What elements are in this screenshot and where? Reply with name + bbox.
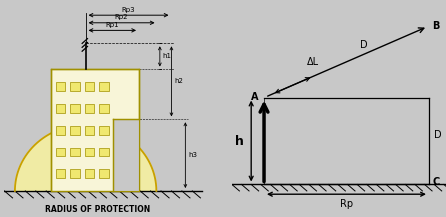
Bar [99, 169, 109, 178]
Text: D: D [360, 40, 368, 50]
Bar [70, 126, 80, 135]
Bar [85, 82, 94, 91]
Bar [99, 148, 109, 156]
Text: h1: h1 [163, 53, 172, 59]
Bar [56, 104, 65, 113]
Text: D: D [434, 130, 442, 140]
Text: Rp2: Rp2 [115, 14, 128, 20]
Bar [85, 126, 94, 135]
Bar [56, 169, 65, 178]
Bar [85, 148, 94, 156]
Text: Rp3: Rp3 [122, 7, 135, 13]
Bar [70, 148, 80, 156]
Bar [99, 126, 109, 135]
Text: Rp: Rp [340, 199, 353, 209]
Text: h: h [235, 135, 244, 148]
Bar [70, 169, 80, 178]
Text: B: B [432, 21, 439, 31]
Bar [56, 82, 65, 91]
Bar [113, 119, 139, 191]
Text: Rp1: Rp1 [106, 22, 119, 28]
Bar [85, 104, 94, 113]
Bar [56, 148, 65, 156]
Bar [99, 104, 109, 113]
Text: C: C [432, 177, 439, 187]
Text: A: A [251, 92, 259, 102]
Bar [99, 82, 109, 91]
Text: ΔL: ΔL [307, 56, 319, 67]
Polygon shape [15, 125, 157, 191]
Bar [51, 69, 139, 191]
Bar [56, 126, 65, 135]
Bar [70, 82, 80, 91]
Bar [70, 104, 80, 113]
Text: h2: h2 [174, 78, 183, 84]
Text: h3: h3 [188, 152, 197, 158]
Bar [85, 169, 94, 178]
Text: RADIUS OF PROTECTION: RADIUS OF PROTECTION [45, 205, 150, 214]
